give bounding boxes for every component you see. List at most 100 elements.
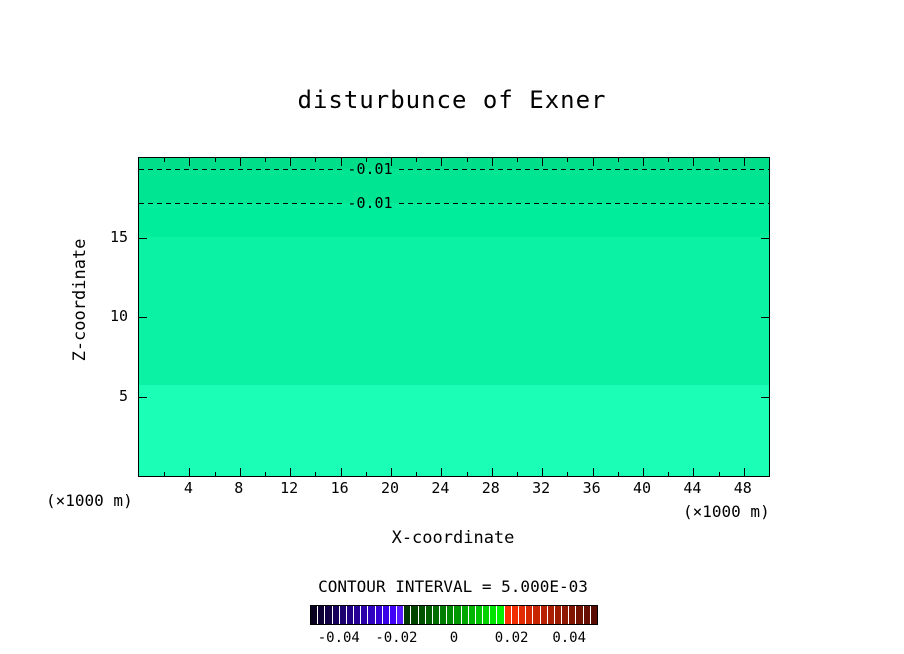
- x-tick: [542, 468, 544, 476]
- x-axis-label: X-coordinate: [391, 528, 515, 548]
- x-tick: [391, 468, 392, 476]
- fill-band: [139, 169, 769, 203]
- colorbar-cell: [540, 606, 547, 624]
- x-minor-tick: [668, 158, 670, 162]
- x-minor-tick: [416, 158, 418, 162]
- x-minor-tick: [416, 472, 418, 476]
- colorbar-cell: [547, 606, 554, 624]
- x-tick: [290, 468, 292, 476]
- x-tick: [693, 158, 695, 166]
- fill-band: [139, 158, 769, 170]
- x-minor-tick: [164, 472, 166, 476]
- colorbar-cell: [325, 606, 332, 624]
- colorbar-cell: [354, 606, 361, 624]
- contour-line-segment: [399, 202, 769, 204]
- colorbar-cell: [311, 606, 318, 624]
- colorbar-cell: [332, 606, 339, 624]
- colorbar-cell: [404, 606, 411, 624]
- x-tick-label: 44: [683, 479, 702, 497]
- x-tick: [743, 468, 745, 476]
- x-minor-tick: [567, 472, 569, 476]
- colorbar-cell: [418, 606, 425, 624]
- colorbar-cell: [461, 606, 468, 624]
- x-tick: [693, 468, 695, 476]
- colorbar-cell: [497, 606, 504, 624]
- y-tick: [761, 237, 769, 239]
- x-minor-tick: [365, 472, 367, 476]
- colorbar-cell: [576, 606, 583, 624]
- x-minor-tick: [517, 472, 518, 476]
- colorbar-cell: [468, 606, 475, 624]
- x-minor-tick: [315, 158, 317, 162]
- y-tick-label: 15: [109, 227, 128, 246]
- contour-label: -0.01: [347, 160, 393, 179]
- x-tick: [643, 158, 644, 166]
- colorbar: [310, 605, 598, 625]
- colorbar-tick-label: 0.04: [552, 630, 587, 646]
- colorbar-cell: [382, 606, 389, 624]
- colorbar-cell: [440, 606, 447, 624]
- colorbar-cell: [389, 606, 397, 624]
- x-tick: [441, 468, 443, 476]
- colorbar-tick-label: -0.04: [317, 630, 360, 646]
- x-minor-tick: [466, 472, 468, 476]
- colorbar-cell: [454, 606, 461, 624]
- x-tick: [491, 468, 493, 476]
- colorbar-cell: [318, 606, 325, 624]
- x-minor-tick: [567, 158, 569, 162]
- y-axis-label: Z-coordinate: [70, 238, 90, 362]
- x-minor-tick: [718, 158, 720, 162]
- colorbar-tick-label: 0.02: [494, 630, 529, 646]
- x-tick-label: 32: [532, 479, 551, 497]
- fill-band: [139, 237, 769, 386]
- colorbar-cell: [447, 606, 454, 624]
- y-tick: [139, 317, 147, 318]
- colorbar-cell: [526, 606, 533, 624]
- x-tick: [743, 158, 745, 166]
- x-tick: [189, 158, 191, 166]
- colorbar-cell: [518, 606, 526, 624]
- colorbar-cell: [490, 606, 497, 624]
- x-tick: [491, 158, 493, 166]
- y-tick: [139, 237, 147, 239]
- x-minor-tick: [214, 158, 216, 162]
- x-tick: [290, 158, 292, 166]
- colorbar-cell: [339, 606, 346, 624]
- x-minor-tick: [265, 158, 266, 162]
- x-minor-tick: [617, 158, 619, 162]
- colorbar-cell: [569, 606, 576, 624]
- colorbar-cell: [533, 606, 540, 624]
- colorbar-cell: [583, 606, 590, 624]
- x-minor-tick: [315, 472, 317, 476]
- y-axis-unit: (×1000 m): [46, 491, 133, 510]
- colorbar-cell: [368, 606, 375, 624]
- contour-line-segment: [139, 202, 344, 204]
- contour-line-segment: [139, 169, 344, 171]
- colorbar-tick-label: 0: [449, 630, 459, 646]
- colorbar-cell: [511, 606, 518, 624]
- colorbar-tick-label: -0.02: [375, 630, 418, 646]
- plot-title: disturbunce of Exner: [297, 86, 607, 114]
- y-tick-label: 5: [118, 386, 128, 405]
- colorbar-cell: [411, 606, 418, 624]
- x-tick-label: 48: [733, 479, 752, 497]
- x-tick: [542, 158, 544, 166]
- x-tick: [592, 158, 594, 166]
- fill-band: [139, 202, 769, 238]
- contour-line-segment: [399, 169, 769, 171]
- x-tick: [340, 158, 342, 166]
- x-tick: [239, 468, 241, 476]
- contour-label: -0.01: [347, 193, 393, 212]
- y-tick: [761, 317, 769, 318]
- x-tick: [340, 468, 342, 476]
- y-tick: [139, 396, 147, 398]
- colorbar-cell: [361, 606, 368, 624]
- y-tick: [761, 396, 769, 398]
- colorbar-cell: [375, 606, 382, 624]
- x-tick: [441, 158, 443, 166]
- x-tick: [189, 468, 191, 476]
- x-minor-tick: [718, 472, 720, 476]
- colorbar-cell: [504, 606, 511, 624]
- colorbar-cell: [554, 606, 562, 624]
- colorbar-cell: [346, 606, 354, 624]
